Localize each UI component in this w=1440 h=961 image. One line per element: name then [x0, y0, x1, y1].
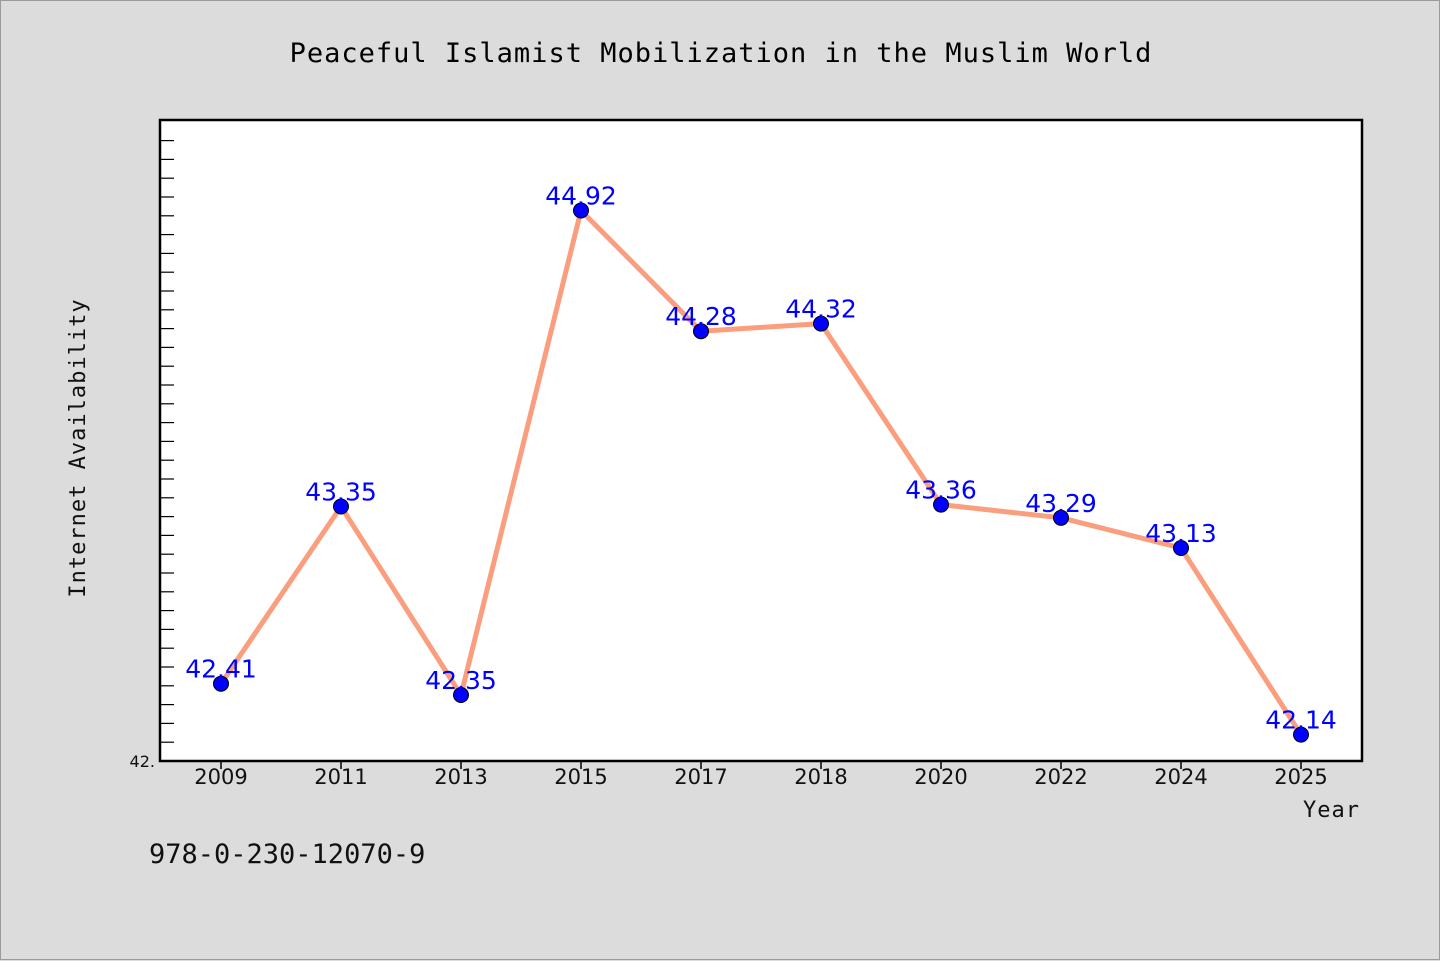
data-label: 43.13 — [1145, 519, 1217, 548]
y-axis-title: Internet Availability — [66, 298, 91, 597]
data-label: 42.41 — [185, 655, 257, 684]
data-label: 43.35 — [305, 478, 377, 507]
data-label: 43.29 — [1025, 489, 1097, 518]
x-tick-label: 2024 — [1154, 765, 1207, 789]
data-label: 42.14 — [1265, 706, 1337, 735]
x-tick-label: 2018 — [794, 765, 847, 789]
isbn-footnote: 978-0-230-12070-9 — [149, 839, 425, 870]
y-axis-ticks — [160, 140, 174, 743]
x-tick-label: 2013 — [434, 765, 487, 789]
x-tick-label: 2025 — [1274, 765, 1327, 789]
plot-area — [158, 118, 1364, 763]
data-point — [693, 323, 709, 340]
y-axis-min-label: 42. — [130, 752, 155, 771]
x-tick-label: 2022 — [1034, 765, 1087, 789]
data-point — [813, 315, 829, 332]
data-point — [933, 496, 949, 513]
series-line — [218, 208, 1304, 738]
series-layer: 42.41 43.35 42.35 44.92 44.28 44.32 43.36 43.29… — [185, 182, 1337, 743]
data-label: 42.35 — [425, 666, 497, 695]
x-tick-label: 2015 — [554, 765, 607, 789]
data-point — [1293, 726, 1309, 743]
data-label: 44.32 — [785, 295, 857, 324]
data-point — [213, 675, 229, 692]
x-tick-label: 2009 — [194, 765, 247, 789]
data-point — [1173, 540, 1189, 556]
x-tick-label: 2020 — [914, 765, 967, 789]
x-tick-label: 2017 — [674, 765, 727, 789]
data-label: 43.36 — [905, 476, 977, 505]
x-tick-label: 2011 — [314, 765, 367, 789]
data-point — [1053, 509, 1069, 526]
data-label: 44.28 — [665, 302, 737, 331]
data-point — [453, 687, 469, 703]
x-axis-ticks: 2009 2011 2013 2015 2017 2018 2020 2022 2024 2025 — [194, 761, 1328, 789]
data-point — [573, 202, 589, 219]
chart-title: Peaceful Islamist Mobilization in the Mu… — [290, 38, 1153, 69]
data-point — [333, 498, 349, 515]
data-label: 44.92 — [545, 182, 617, 211]
x-axis-title: Year — [1303, 798, 1360, 823]
